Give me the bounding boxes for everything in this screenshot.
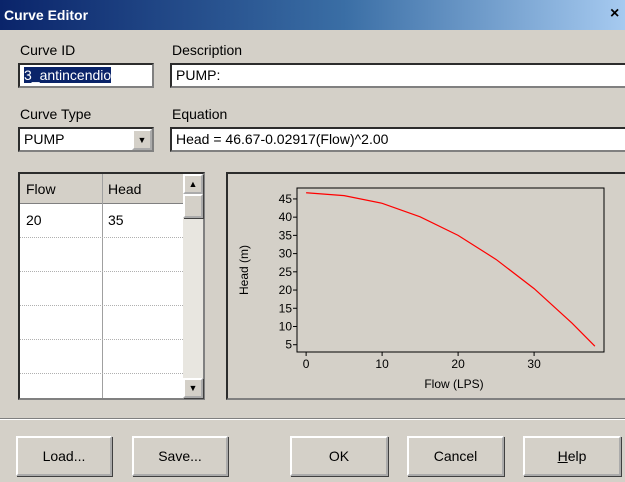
y-axis-label: Head (m) — [237, 245, 251, 295]
x-tick-label: 0 — [303, 357, 310, 371]
equation-field: Head = 46.67-0.02917(Flow)^2.00 — [170, 127, 625, 152]
chart-panel: Flow (LPS) Head (m) 5 10 15 20 25 30 35 40 45 0 10… — [226, 172, 625, 400]
description-label: Description — [172, 42, 243, 58]
help-button[interactable]: Help — [523, 436, 621, 476]
ok-button[interactable]: OK — [290, 436, 388, 476]
row-line — [20, 373, 183, 374]
column-header: Head — [108, 181, 142, 197]
row-line — [20, 305, 183, 306]
window-title: Curve Editor — [4, 7, 89, 23]
curve-type-select[interactable]: PUMP ▼ — [18, 127, 154, 152]
curve-id-label: Curve ID — [20, 42, 76, 58]
separator — [0, 418, 625, 420]
select-value: PUMP — [24, 131, 65, 147]
row-line — [20, 271, 183, 272]
cancel-button[interactable]: Cancel — [407, 436, 504, 476]
x-tick-label: 10 — [375, 357, 389, 371]
scroll-down[interactable]: ▼ — [183, 378, 203, 398]
data-table[interactable]: Flow Head 20 35 ▲ ▼ — [18, 172, 205, 400]
selected-text: 3_antincendio — [24, 67, 112, 83]
table-cell[interactable]: 35 — [108, 212, 124, 228]
curve-type-label: Curve Type — [20, 106, 92, 122]
scroll-up[interactable]: ▲ — [183, 174, 203, 194]
dropdown-arrow[interactable]: ▼ — [132, 129, 152, 150]
curve-id-input[interactable]: 3_antincendio — [18, 63, 154, 88]
x-tick-label: 20 — [451, 357, 465, 371]
scrollbar[interactable]: ▲ ▼ — [183, 174, 203, 398]
y-tick-label: 25 — [279, 265, 293, 279]
x-tick-label: 30 — [527, 357, 541, 371]
row-line — [20, 339, 183, 340]
title-bar: Curve Editor × — [0, 0, 625, 30]
y-tick-label: 20 — [279, 283, 293, 297]
column-divider — [102, 174, 103, 398]
equation-label: Equation — [172, 106, 228, 122]
scroll-thumb[interactable] — [183, 194, 203, 218]
column-header: Flow — [26, 181, 56, 197]
close-button[interactable]: × — [610, 5, 620, 22]
save-button[interactable]: Save... — [132, 436, 228, 476]
y-tick-label: 5 — [285, 338, 292, 352]
y-tick-label: 15 — [279, 301, 293, 315]
button-text: Help — [557, 448, 587, 464]
plot-frame — [296, 187, 605, 353]
y-tick-label: 10 — [279, 319, 293, 333]
x-axis-label: Flow (LPS) — [424, 377, 483, 391]
table-cell[interactable]: 20 — [26, 212, 42, 228]
y-tick-label: 35 — [279, 228, 293, 242]
y-tick-label: 45 — [279, 192, 293, 206]
chart: Flow (LPS) Head (m) 5 10 15 20 25 30 35 40 45 0 10… — [237, 187, 605, 391]
curve — [306, 192, 596, 347]
row-line — [20, 237, 183, 238]
y-tick-label: 30 — [279, 247, 293, 261]
description-input[interactable]: PUMP: — [170, 63, 625, 88]
table-header — [20, 174, 183, 204]
y-tick-label: 40 — [279, 210, 293, 224]
load-button[interactable]: Load... — [16, 436, 112, 476]
